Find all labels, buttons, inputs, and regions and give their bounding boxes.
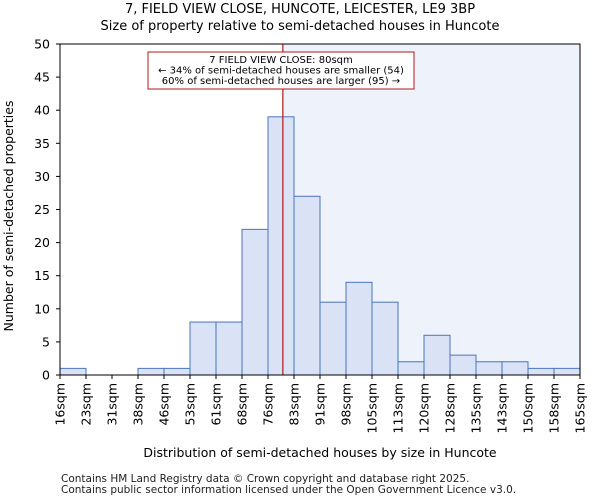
x-tick-label: 165sqm (573, 383, 588, 433)
annotation-box (147, 51, 415, 90)
x-tick-label: 113sqm (391, 383, 406, 433)
y-axis-label: Number of semi-detached properties (1, 101, 16, 332)
x-tick-label: 16sqm (53, 383, 68, 426)
y-tick-label: 5 (42, 334, 50, 349)
histogram-bar (397, 361, 425, 376)
chart-subtitle: Size of property relative to semi-detach… (100, 19, 500, 34)
annotation-title: 7 FIELD VIEW CLOSE: 80sqm (209, 55, 353, 66)
y-tick-label: 15 (34, 268, 50, 283)
x-tick-label: 61sqm (209, 383, 224, 426)
footer-licence: Contains public sector information licen… (61, 484, 517, 496)
x-tick-label: 128sqm (443, 383, 458, 433)
y-tick-label: 10 (34, 301, 50, 316)
histogram-bar (449, 354, 477, 376)
y-tick-label: 40 (34, 103, 50, 118)
histogram-bar (163, 367, 191, 376)
chart-title: 7, FIELD VIEW CLOSE, HUNCOTE, LEICESTER,… (124, 2, 476, 17)
histogram-bar (137, 367, 165, 376)
histogram-bar (319, 301, 347, 376)
x-tick-label: 143sqm (495, 383, 510, 433)
histogram-bar (371, 301, 399, 376)
histogram-bar (423, 334, 451, 376)
y-tick-label: 35 (34, 136, 50, 151)
histogram-bar (241, 228, 269, 376)
y-tick-label: 50 (34, 37, 50, 52)
annotation-larger: 60% of semi-detached houses are larger (… (162, 76, 400, 87)
footer-copyright: Contains HM Land Registry data © Crown c… (61, 473, 470, 485)
x-tick-label: 38sqm (131, 383, 146, 426)
histogram-bar (501, 361, 529, 376)
x-tick-label: 98sqm (339, 383, 354, 426)
x-tick-label: 91sqm (313, 383, 328, 426)
x-tick-label: 53sqm (183, 383, 198, 426)
histogram-bar (345, 281, 373, 376)
y-tick-label: 20 (34, 235, 50, 250)
x-tick-label: 68sqm (235, 383, 250, 426)
histogram-bar (267, 116, 295, 376)
x-tick-label: 46sqm (157, 383, 172, 426)
histogram-bar (293, 195, 321, 376)
x-tick-label: 150sqm (521, 383, 536, 433)
x-tick-label: 83sqm (287, 383, 302, 426)
x-tick-label: 23sqm (79, 383, 94, 426)
annotation-smaller: ← 34% of semi-detached houses are smalle… (158, 66, 404, 77)
x-axis-label: Distribution of semi-detached houses by … (143, 445, 497, 460)
histogram-bar (475, 361, 503, 376)
x-tick-label: 135sqm (469, 383, 484, 433)
histogram-bar (553, 367, 581, 376)
histogram-bar (527, 367, 555, 376)
histogram-bar (59, 367, 87, 376)
histogram-bar (189, 321, 217, 376)
y-tick-label: 0 (42, 368, 50, 383)
y-tick-label: 30 (34, 169, 50, 184)
y-tick-label: 25 (34, 202, 50, 217)
y-tick-label: 45 (34, 70, 50, 85)
histogram-bar (215, 321, 243, 376)
x-tick-label: 31sqm (105, 383, 120, 426)
x-tick-label: 105sqm (365, 383, 380, 433)
x-tick-label: 120sqm (417, 383, 432, 433)
x-tick-label: 158sqm (547, 383, 562, 433)
x-tick-label: 76sqm (261, 383, 276, 426)
